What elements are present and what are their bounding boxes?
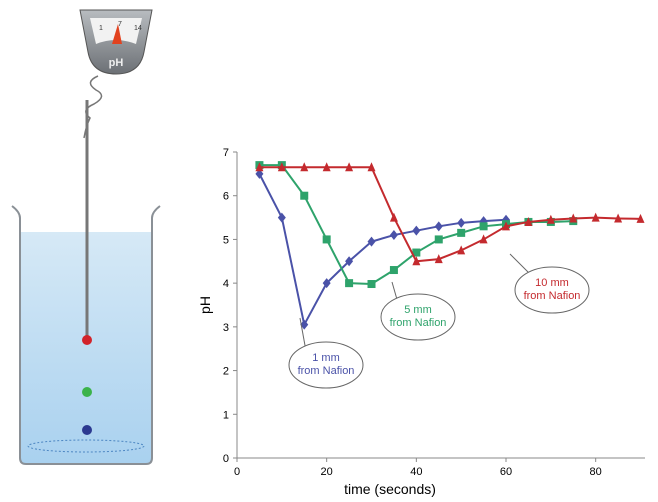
legend-label: 1 mm from Nafion xyxy=(297,352,355,377)
y-tick-label: 2 xyxy=(223,366,229,378)
series-line xyxy=(258,173,507,328)
marker xyxy=(636,213,645,223)
callout-bubble xyxy=(514,266,590,314)
marker xyxy=(434,235,443,244)
marker xyxy=(389,230,398,241)
marker xyxy=(345,256,354,267)
callout-bubble xyxy=(288,341,364,389)
marker xyxy=(524,216,533,226)
probe-blue xyxy=(82,425,92,435)
probe-red xyxy=(82,335,92,345)
marker xyxy=(322,162,331,172)
marker xyxy=(345,279,354,288)
y-tick-label: 5 xyxy=(223,234,229,246)
x-axis-label: time (seconds) xyxy=(344,481,436,497)
x-tick-label: 0 xyxy=(234,466,240,478)
marker xyxy=(389,212,398,222)
y-tick-label: 1 xyxy=(223,409,229,421)
beaker-bottom xyxy=(27,439,145,453)
y-tick-label: 7 xyxy=(223,147,229,159)
meter-tick: 1 xyxy=(99,25,103,32)
meter-tick: 14 xyxy=(134,25,142,32)
marker xyxy=(412,225,421,236)
marker xyxy=(345,162,354,172)
series-line xyxy=(259,166,641,263)
marker xyxy=(457,245,466,255)
marker xyxy=(322,235,331,244)
marker xyxy=(457,228,466,237)
y-tick-label: 0 xyxy=(223,453,229,465)
legend-label: 10 mm from Nafion xyxy=(523,277,581,302)
marker xyxy=(434,254,443,264)
meter-label: pH xyxy=(109,57,124,69)
marker xyxy=(434,221,443,232)
marker xyxy=(300,319,309,330)
y-tick-label: 6 xyxy=(223,191,229,203)
callout-bubble xyxy=(380,293,456,341)
y-tick-label: 3 xyxy=(223,322,229,334)
marker xyxy=(389,266,398,275)
marker xyxy=(546,214,555,224)
marker xyxy=(412,256,421,266)
marker xyxy=(300,162,309,172)
marker xyxy=(255,162,264,172)
y-axis-label: pH xyxy=(197,296,213,314)
beaker-illustration: 1 7 14 pH xyxy=(11,9,161,465)
marker xyxy=(614,213,623,223)
marker xyxy=(255,168,264,179)
marker xyxy=(277,162,286,172)
marker xyxy=(502,221,511,231)
marker xyxy=(412,248,421,257)
marker xyxy=(479,234,488,244)
x-tick-label: 40 xyxy=(410,466,422,478)
meter-needle xyxy=(112,24,122,44)
marker xyxy=(457,217,466,228)
marker xyxy=(277,212,286,223)
y-tick-label: 4 xyxy=(223,278,229,290)
meter-tick: 7 xyxy=(118,21,122,28)
marker xyxy=(569,213,578,223)
x-tick-label: 60 xyxy=(500,466,512,478)
probe-green xyxy=(82,387,92,397)
marker xyxy=(367,162,376,172)
x-tick-label: 80 xyxy=(590,466,602,478)
x-tick-label: 20 xyxy=(321,466,333,478)
marker xyxy=(367,280,376,289)
marker xyxy=(300,191,309,200)
marker xyxy=(479,222,488,231)
wire xyxy=(83,75,103,139)
beaker xyxy=(11,205,161,465)
marker xyxy=(591,212,600,222)
water xyxy=(20,232,152,464)
legend-label: 5 mm from Nafion xyxy=(389,304,447,329)
marker xyxy=(367,236,376,247)
marker xyxy=(322,278,331,289)
